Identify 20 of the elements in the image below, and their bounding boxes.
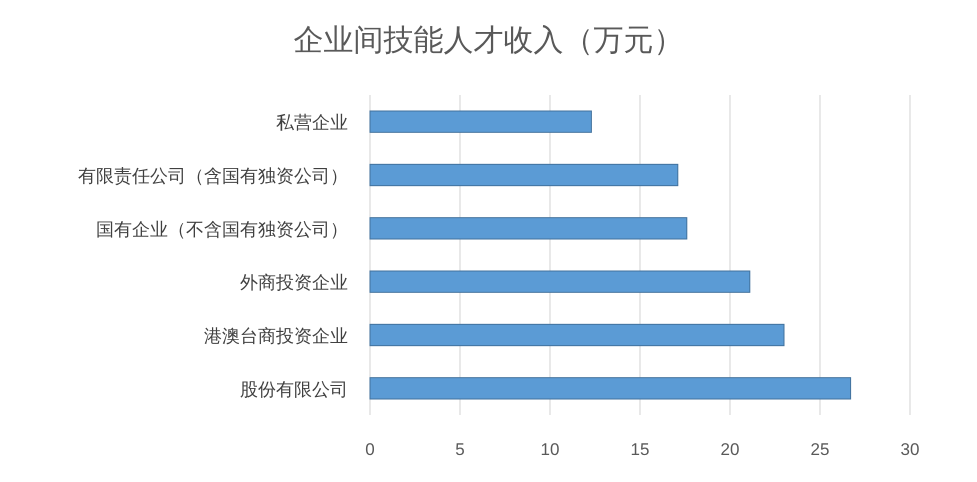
y-tick-label: 港澳台商投资企业 [204, 326, 348, 346]
chart-title: 企业间技能人才收入（万元） [294, 24, 684, 57]
bar [370, 324, 784, 346]
bar [370, 110, 592, 133]
x-tick-label: 10 [540, 440, 560, 459]
x-tick-label: 20 [720, 440, 740, 459]
x-tick-label: 30 [900, 440, 920, 459]
y-tick-label: 私营企业 [276, 112, 348, 133]
y-tick-label: 国有企业（不含国有独资公司） [96, 219, 348, 240]
y-tick-label: 有限责任公司（含国有独资公司） [78, 166, 348, 186]
x-tick-label: 15 [630, 440, 650, 459]
y-tick-label: 外商投资企业 [240, 272, 348, 293]
x-tick-label: 0 [365, 440, 375, 459]
bar [370, 217, 688, 240]
x-tick-label: 25 [810, 440, 830, 459]
x-tick-label: 5 [455, 440, 465, 459]
y-tick-label: 股份有限公司 [240, 379, 348, 400]
bar [370, 377, 852, 400]
bar [370, 270, 750, 293]
bar [370, 164, 678, 186]
